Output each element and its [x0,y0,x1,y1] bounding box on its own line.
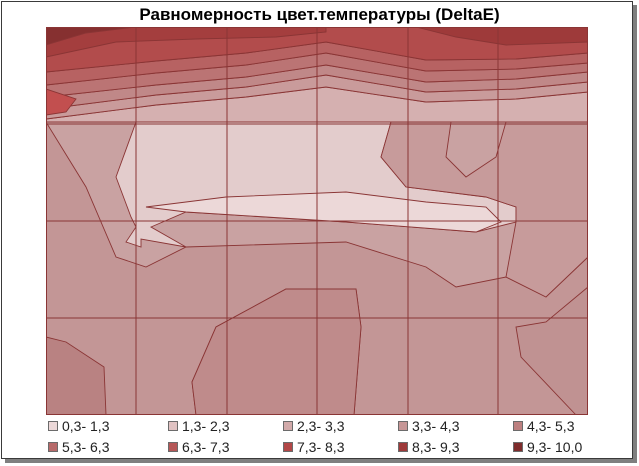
legend-label: 9,3- 10,0 [527,439,583,455]
legend-swatch [398,421,408,431]
legend-row-1: 0,3- 1,3 1,3- 2,3 2,3- 3,3 3,3- 4,3 4,3- 5,3 [0,418,639,436]
legend-swatch [168,442,178,452]
legend-item: 2,3- 3,3 [283,418,344,434]
legend-swatch [513,421,523,431]
legend-swatch [513,442,523,452]
plot-border [46,27,588,415]
legend-swatch [48,421,58,431]
contour-band-7 [46,27,327,58]
contour-region-bottom-left [46,336,107,415]
legend-label: 7,3- 8,3 [297,439,345,455]
legend-label: 4,3- 5,3 [527,418,575,434]
contour-region-center-lightest [145,191,502,233]
legend-item: 0,3- 1,3 [48,418,109,434]
legend-swatch [283,442,293,452]
legend-item: 8,3- 9,3 [398,439,459,455]
legend-label: 8,3- 9,3 [412,439,460,455]
legend-item: 3,3- 4,3 [398,418,459,434]
legend-row-2: 5,3- 6,3 6,3- 7,3 7,3- 8,3 8,3- 9,3 9,3- 10,… [0,439,639,457]
contour-band-10 [46,88,77,116]
grid [46,27,588,415]
chart-title: Равномерность цвет.температуры (DeltaE) [139,5,500,24]
legend-swatch [398,442,408,452]
legend-swatch [283,421,293,431]
contour-region-right [380,121,588,298]
contour-band-9 [415,27,588,46]
legend-label: 3,3- 4,3 [412,418,460,434]
contour-plot [46,27,588,415]
legend-item: 9,3- 10,0 [513,439,582,455]
legend-label: 0,3- 1,3 [62,418,110,434]
legend-item: 4,3- 5,3 [513,418,574,434]
legend-label: 1,3- 2,3 [182,418,230,434]
contour-region-bottom-center [191,288,362,415]
contour-region-bottom-right [515,286,588,415]
legend-label: 6,3- 7,3 [182,439,230,455]
contour-band-8 [46,27,137,46]
legend-item: 7,3- 8,3 [283,439,344,455]
legend-item: 6,3- 7,3 [168,439,229,455]
legend-item: 5,3- 6,3 [48,439,109,455]
legend-label: 2,3- 3,3 [297,418,345,434]
legend-swatch [168,421,178,431]
legend-item: 1,3- 2,3 [168,418,229,434]
legend-label: 5,3- 6,3 [62,439,110,455]
legend-swatch [48,442,58,452]
